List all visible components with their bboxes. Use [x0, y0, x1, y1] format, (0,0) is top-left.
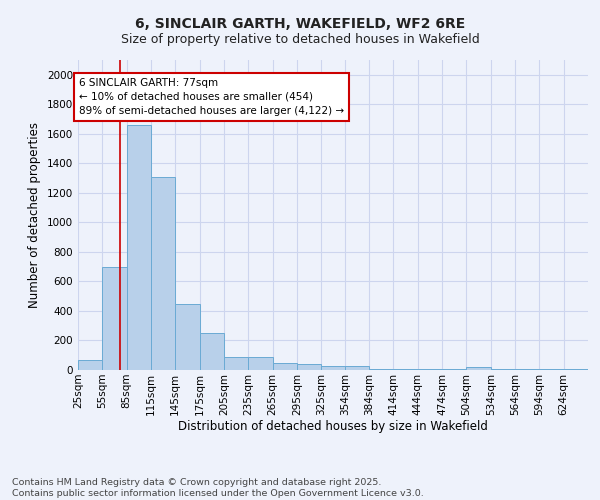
Bar [345, 366, 369, 370]
Bar [151, 176, 175, 370]
Bar [78, 360, 103, 370]
Bar [127, 125, 151, 370]
Y-axis label: Number of detached properties: Number of detached properties [28, 122, 41, 308]
Bar [297, 364, 321, 370]
Bar [224, 356, 248, 370]
Text: Contains HM Land Registry data © Crown copyright and database right 2025.
Contai: Contains HM Land Registry data © Crown c… [12, 478, 424, 498]
Text: Size of property relative to detached houses in Wakefield: Size of property relative to detached ho… [121, 32, 479, 46]
Bar [103, 266, 127, 370]
Bar [248, 356, 272, 370]
Bar [321, 366, 346, 370]
Bar [272, 362, 297, 370]
Bar [175, 304, 200, 370]
Text: 6, SINCLAIR GARTH, WAKEFIELD, WF2 6RE: 6, SINCLAIR GARTH, WAKEFIELD, WF2 6RE [135, 18, 465, 32]
X-axis label: Distribution of detached houses by size in Wakefield: Distribution of detached houses by size … [178, 420, 488, 434]
Bar [200, 333, 224, 370]
Bar [466, 367, 491, 370]
Text: 6 SINCLAIR GARTH: 77sqm
← 10% of detached houses are smaller (454)
89% of semi-d: 6 SINCLAIR GARTH: 77sqm ← 10% of detache… [79, 78, 344, 116]
